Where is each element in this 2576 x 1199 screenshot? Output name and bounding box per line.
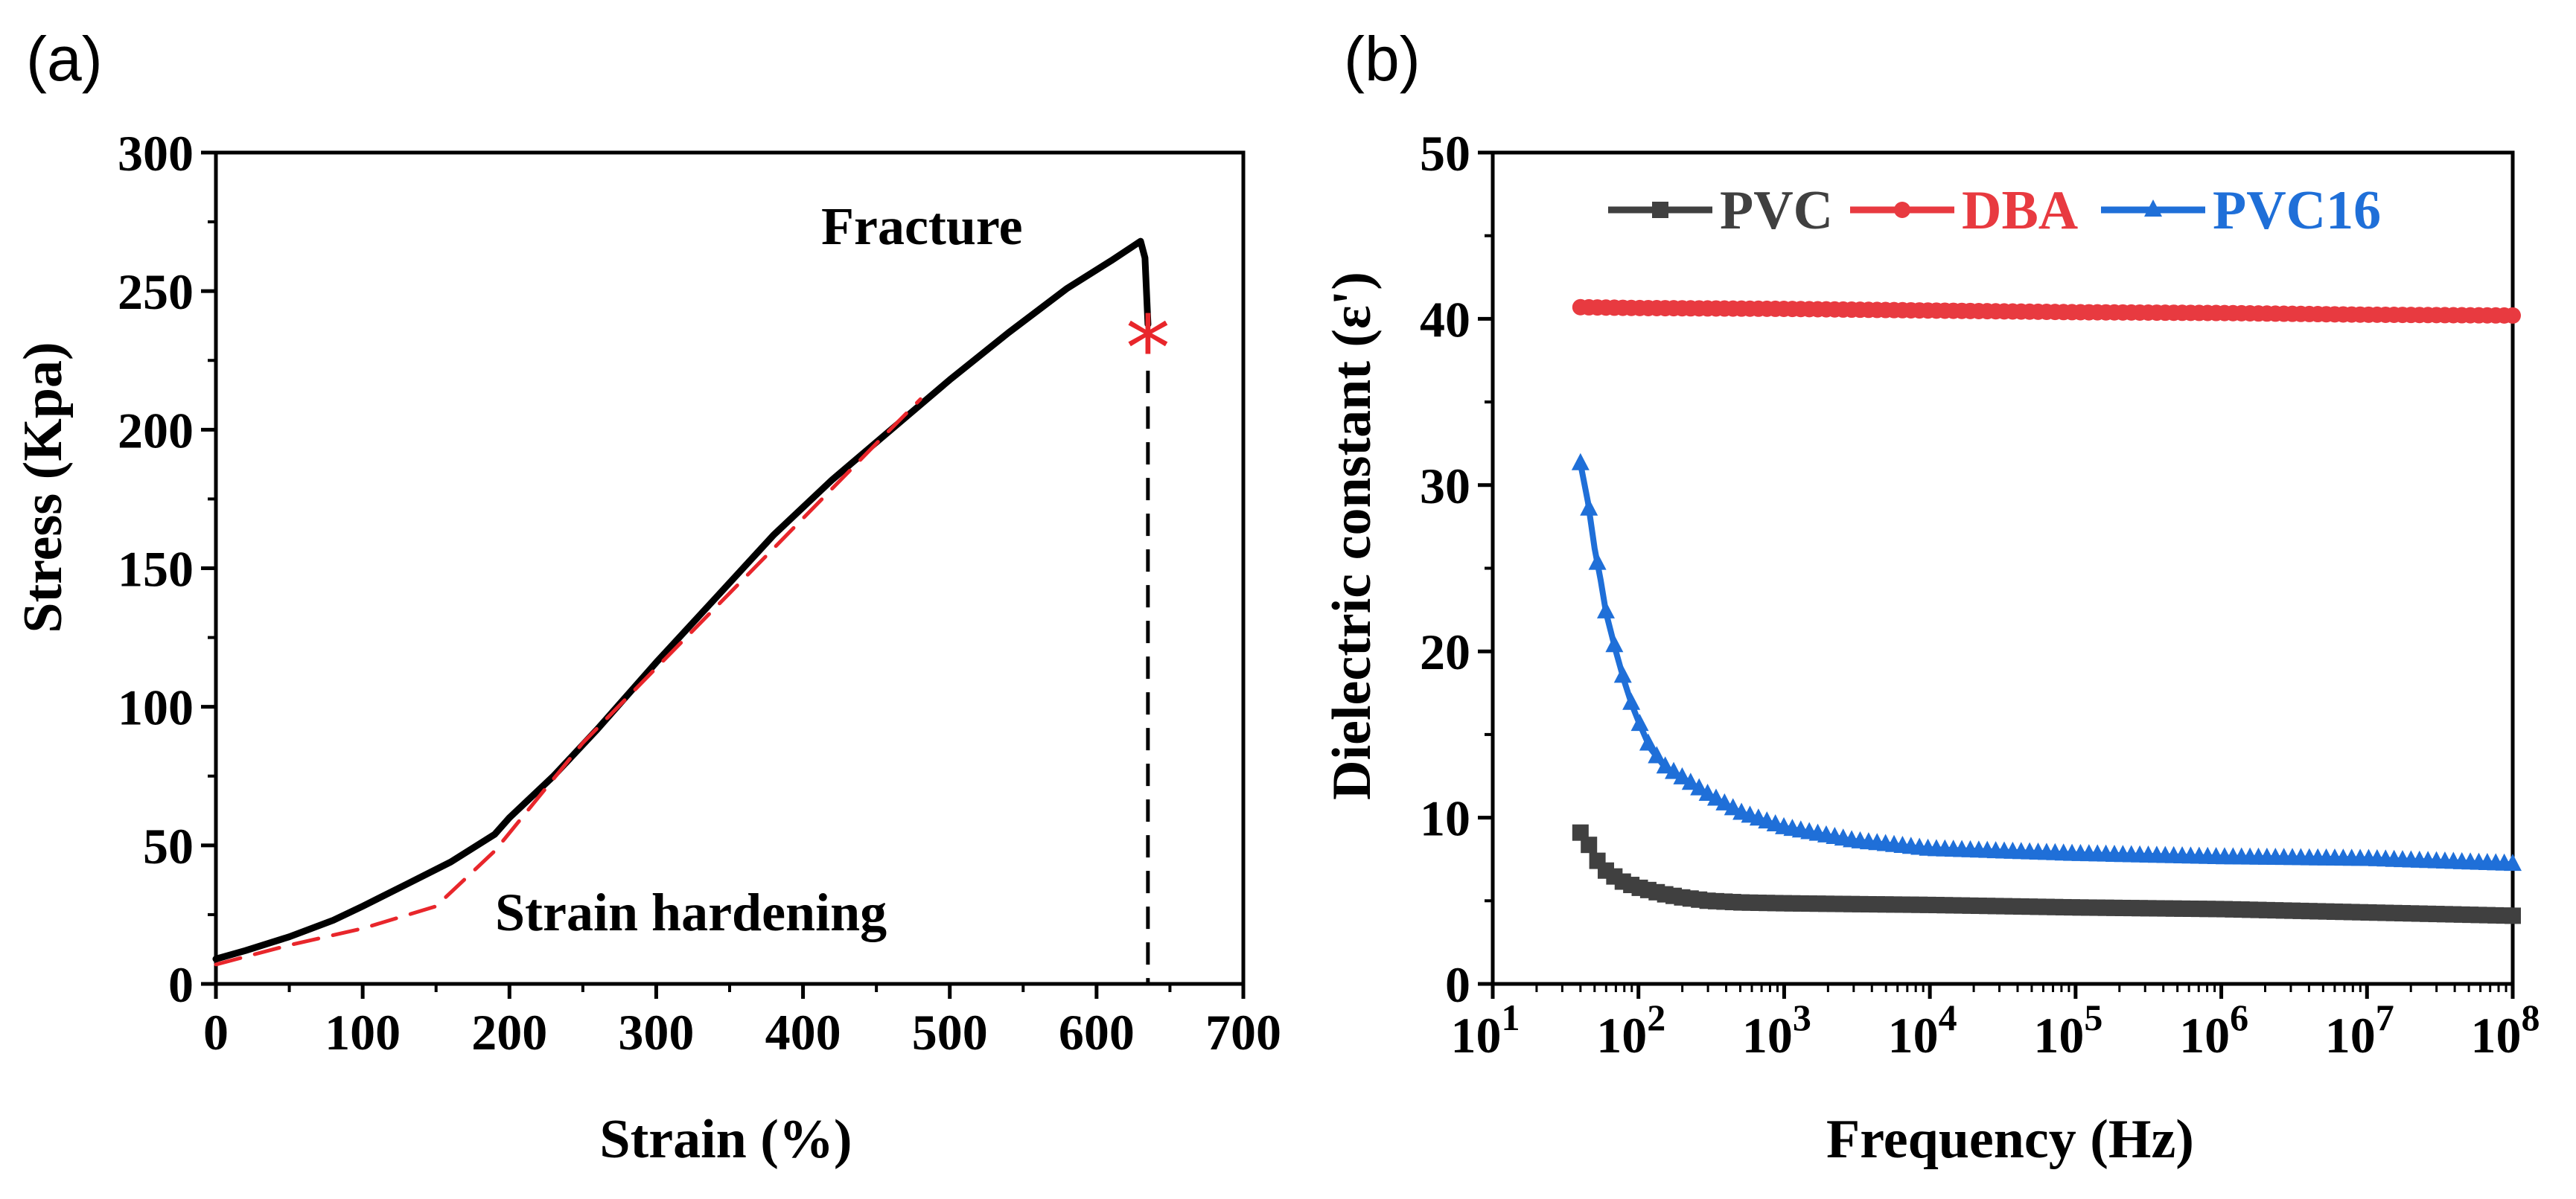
panel-a-y-tick-label: 200 [118, 402, 194, 458]
panel-b-pvc16-marker [1605, 635, 1624, 653]
panel-b-pvc16-marker [1580, 498, 1598, 516]
panel-b-pvc16-marker [2504, 854, 2522, 872]
panel-b-pvc16-marker [1673, 767, 1692, 784]
panel-b-pvc16-marker [1630, 714, 1649, 732]
panel-b-y-tick-label: 30 [1420, 458, 1470, 514]
panel-b-x-tick-exponent: 1 [1502, 997, 1520, 1038]
panel-b-pvc16-marker [1596, 601, 1615, 618]
panel-b-y-tick-label: 0 [1445, 956, 1470, 1013]
panel-a-series-measured [212, 237, 1152, 962]
panel-a-y-tick-label: 0 [168, 956, 194, 1013]
panel-b-pvc16-marker [1690, 778, 1709, 796]
panel-b-pvc16-marker [1656, 756, 1674, 774]
panel-b-pvc16-marker [1681, 773, 1700, 790]
panel-b-pvc16-marker [1613, 665, 1632, 683]
legend-label-pvc16: PVC16 [2213, 180, 2381, 241]
panel-a-y-axis-title: Stress (Kpa) [13, 342, 74, 633]
panel-a-series-fit [214, 397, 922, 967]
panel-b-x-tick-exponent: 8 [2522, 997, 2540, 1038]
panel-a-x-tick-label: 300 [618, 1004, 694, 1061]
panel-b-x-tick-label: 102 [1596, 997, 1665, 1064]
panel-b-y-axis-title: Dielectric constant (ε') [1322, 272, 1383, 800]
panel-b-pvc16-marker [1665, 761, 1683, 779]
panel-a-plot-area: 0 100 200 300 400 500 600 700 0 50 100 150 200 250 300… [118, 125, 1281, 1061]
panel-b-x-tick-label: 105 [2033, 997, 2102, 1064]
panel-b-x-tick-exponent: 5 [2084, 997, 2102, 1038]
panel-b-dielectric: (b) 101 102 103 104 105 106 107 10801020304050 … [1322, 24, 2540, 1170]
panel-b-pvc16-marker [1639, 733, 1657, 751]
panel-a-x-axis-title: Strain (%) [599, 1109, 852, 1170]
panel-b-pvc16-marker [1622, 692, 1641, 710]
panel-a-x-tick-label: 100 [325, 1004, 401, 1061]
legend-marker-pvc [1652, 202, 1668, 218]
panel-b-y-tick-label: 10 [1420, 790, 1470, 847]
panel-a-x-tick-label: 500 [912, 1004, 988, 1061]
panel-b-x-tick-exponent: 3 [1793, 997, 1811, 1038]
panel-a-y-tick-label: 50 [143, 818, 194, 875]
panel-a-y-tick-label: 100 [118, 680, 194, 736]
panel-a-stress-strain: (a) 0 100 200 300 400 500 600 700 0 50 100 150 200 25… [13, 24, 1281, 1170]
panel-b-y-tick-label: 20 [1420, 624, 1470, 680]
panel-b-y-tick-label: 50 [1420, 125, 1470, 182]
panel-b-x-tick-label: 104 [1888, 997, 1957, 1064]
panel-b-x-tick-label: 106 [2179, 997, 2248, 1064]
panel-a-x-tick-label: 0 [203, 1004, 229, 1061]
annotation-strain-hardening: Strain hardening [495, 883, 887, 942]
panel-b-x-tick-exponent: 7 [2376, 997, 2394, 1038]
legend-label-pvc: PVC [1720, 180, 1833, 241]
legend-marker-dba [1894, 202, 1910, 218]
panel-b-y-tick-label: 40 [1420, 291, 1470, 348]
panel-a-x-tick-label: 700 [1205, 1004, 1281, 1061]
panel-b-pvc16-marker [1648, 746, 1666, 764]
panel-b-x-tick-label: 103 [1742, 997, 1811, 1064]
panel-a-x-tick-label: 200 [471, 1004, 547, 1061]
panel-b-x-tick-exponent: 4 [1939, 997, 1957, 1038]
panel-b-x-axis-title: Frequency (Hz) [1826, 1109, 2194, 1170]
panel-b-x-tick-label: 107 [2325, 997, 2394, 1064]
legend-label-dba: DBA [1962, 180, 2078, 241]
panel-b-legend: PVC DBA PVC16 [1608, 180, 2381, 241]
panel-a-y-tick-label: 250 [118, 263, 194, 320]
panel-label-a: (a) [26, 24, 103, 94]
panel-a-y-tick-label: 300 [118, 125, 194, 182]
annotation-fracture: Fracture [821, 196, 1023, 256]
panel-b-x-tick-exponent: 2 [1647, 997, 1665, 1038]
panel-label-b: (b) [1344, 24, 1421, 94]
panel-b-x-tick-label: 108 [2471, 997, 2540, 1064]
panel-b-pvc-marker [2505, 907, 2521, 924]
panel-a-x-tick-label: 400 [765, 1004, 841, 1061]
panel-b-pvc16-marker [1571, 453, 1590, 470]
panel-b-dba-marker [2505, 307, 2521, 324]
panel-a-x-tick-label: 600 [1059, 1004, 1135, 1061]
fracture-marker: * [1126, 298, 1170, 401]
legend-marker-pvc16 [2144, 199, 2162, 217]
panel-b-pvc16-marker [1588, 552, 1607, 570]
panel-a-y-tick-label: 150 [118, 541, 194, 598]
panel-b-x-tick-exponent: 6 [2230, 997, 2248, 1038]
panel-b-pvc-marker [1581, 837, 1598, 854]
